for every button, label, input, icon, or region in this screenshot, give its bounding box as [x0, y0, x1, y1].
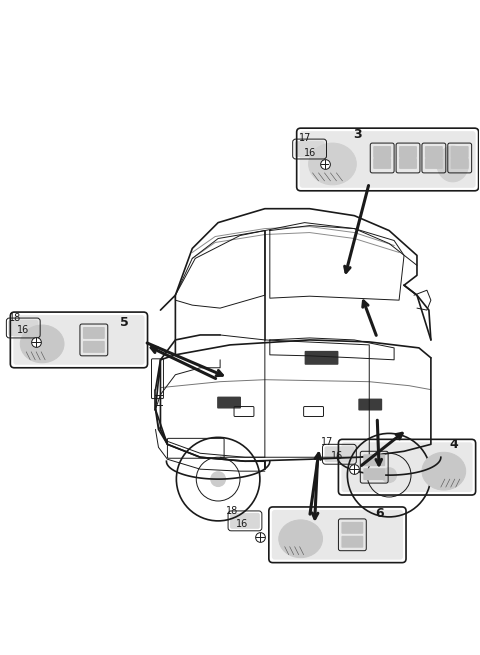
Text: 4: 4 — [449, 438, 458, 451]
FancyBboxPatch shape — [8, 320, 38, 336]
FancyBboxPatch shape — [272, 510, 403, 559]
Text: 18: 18 — [9, 313, 22, 323]
FancyBboxPatch shape — [305, 351, 338, 365]
FancyBboxPatch shape — [358, 399, 382, 411]
FancyBboxPatch shape — [341, 442, 473, 492]
Circle shape — [210, 471, 226, 487]
FancyBboxPatch shape — [373, 158, 391, 169]
FancyBboxPatch shape — [425, 158, 443, 169]
FancyBboxPatch shape — [13, 315, 144, 365]
Text: 16: 16 — [303, 148, 316, 158]
FancyBboxPatch shape — [451, 158, 468, 169]
FancyBboxPatch shape — [83, 341, 105, 353]
Text: 16: 16 — [331, 451, 344, 461]
Ellipse shape — [422, 452, 466, 490]
Text: 5: 5 — [120, 316, 129, 329]
FancyBboxPatch shape — [399, 158, 417, 169]
FancyBboxPatch shape — [341, 522, 363, 534]
Text: 3: 3 — [353, 128, 361, 141]
Ellipse shape — [309, 143, 356, 185]
FancyBboxPatch shape — [425, 146, 443, 158]
Text: 18: 18 — [226, 506, 238, 516]
FancyBboxPatch shape — [399, 146, 417, 158]
FancyBboxPatch shape — [217, 396, 241, 409]
Text: 17: 17 — [300, 133, 312, 143]
FancyBboxPatch shape — [83, 327, 105, 339]
Text: 17: 17 — [321, 438, 334, 447]
FancyBboxPatch shape — [363, 468, 385, 480]
FancyBboxPatch shape — [324, 446, 354, 462]
Circle shape — [381, 467, 397, 483]
FancyBboxPatch shape — [451, 146, 468, 158]
Text: 6: 6 — [375, 508, 384, 521]
FancyBboxPatch shape — [230, 513, 260, 529]
Text: 16: 16 — [236, 519, 248, 529]
FancyBboxPatch shape — [363, 455, 385, 466]
Ellipse shape — [20, 325, 64, 363]
Ellipse shape — [279, 520, 323, 557]
FancyBboxPatch shape — [373, 146, 391, 158]
Text: 16: 16 — [17, 325, 29, 335]
FancyBboxPatch shape — [300, 131, 476, 188]
FancyBboxPatch shape — [295, 141, 324, 157]
Ellipse shape — [437, 146, 468, 182]
FancyBboxPatch shape — [341, 536, 363, 548]
